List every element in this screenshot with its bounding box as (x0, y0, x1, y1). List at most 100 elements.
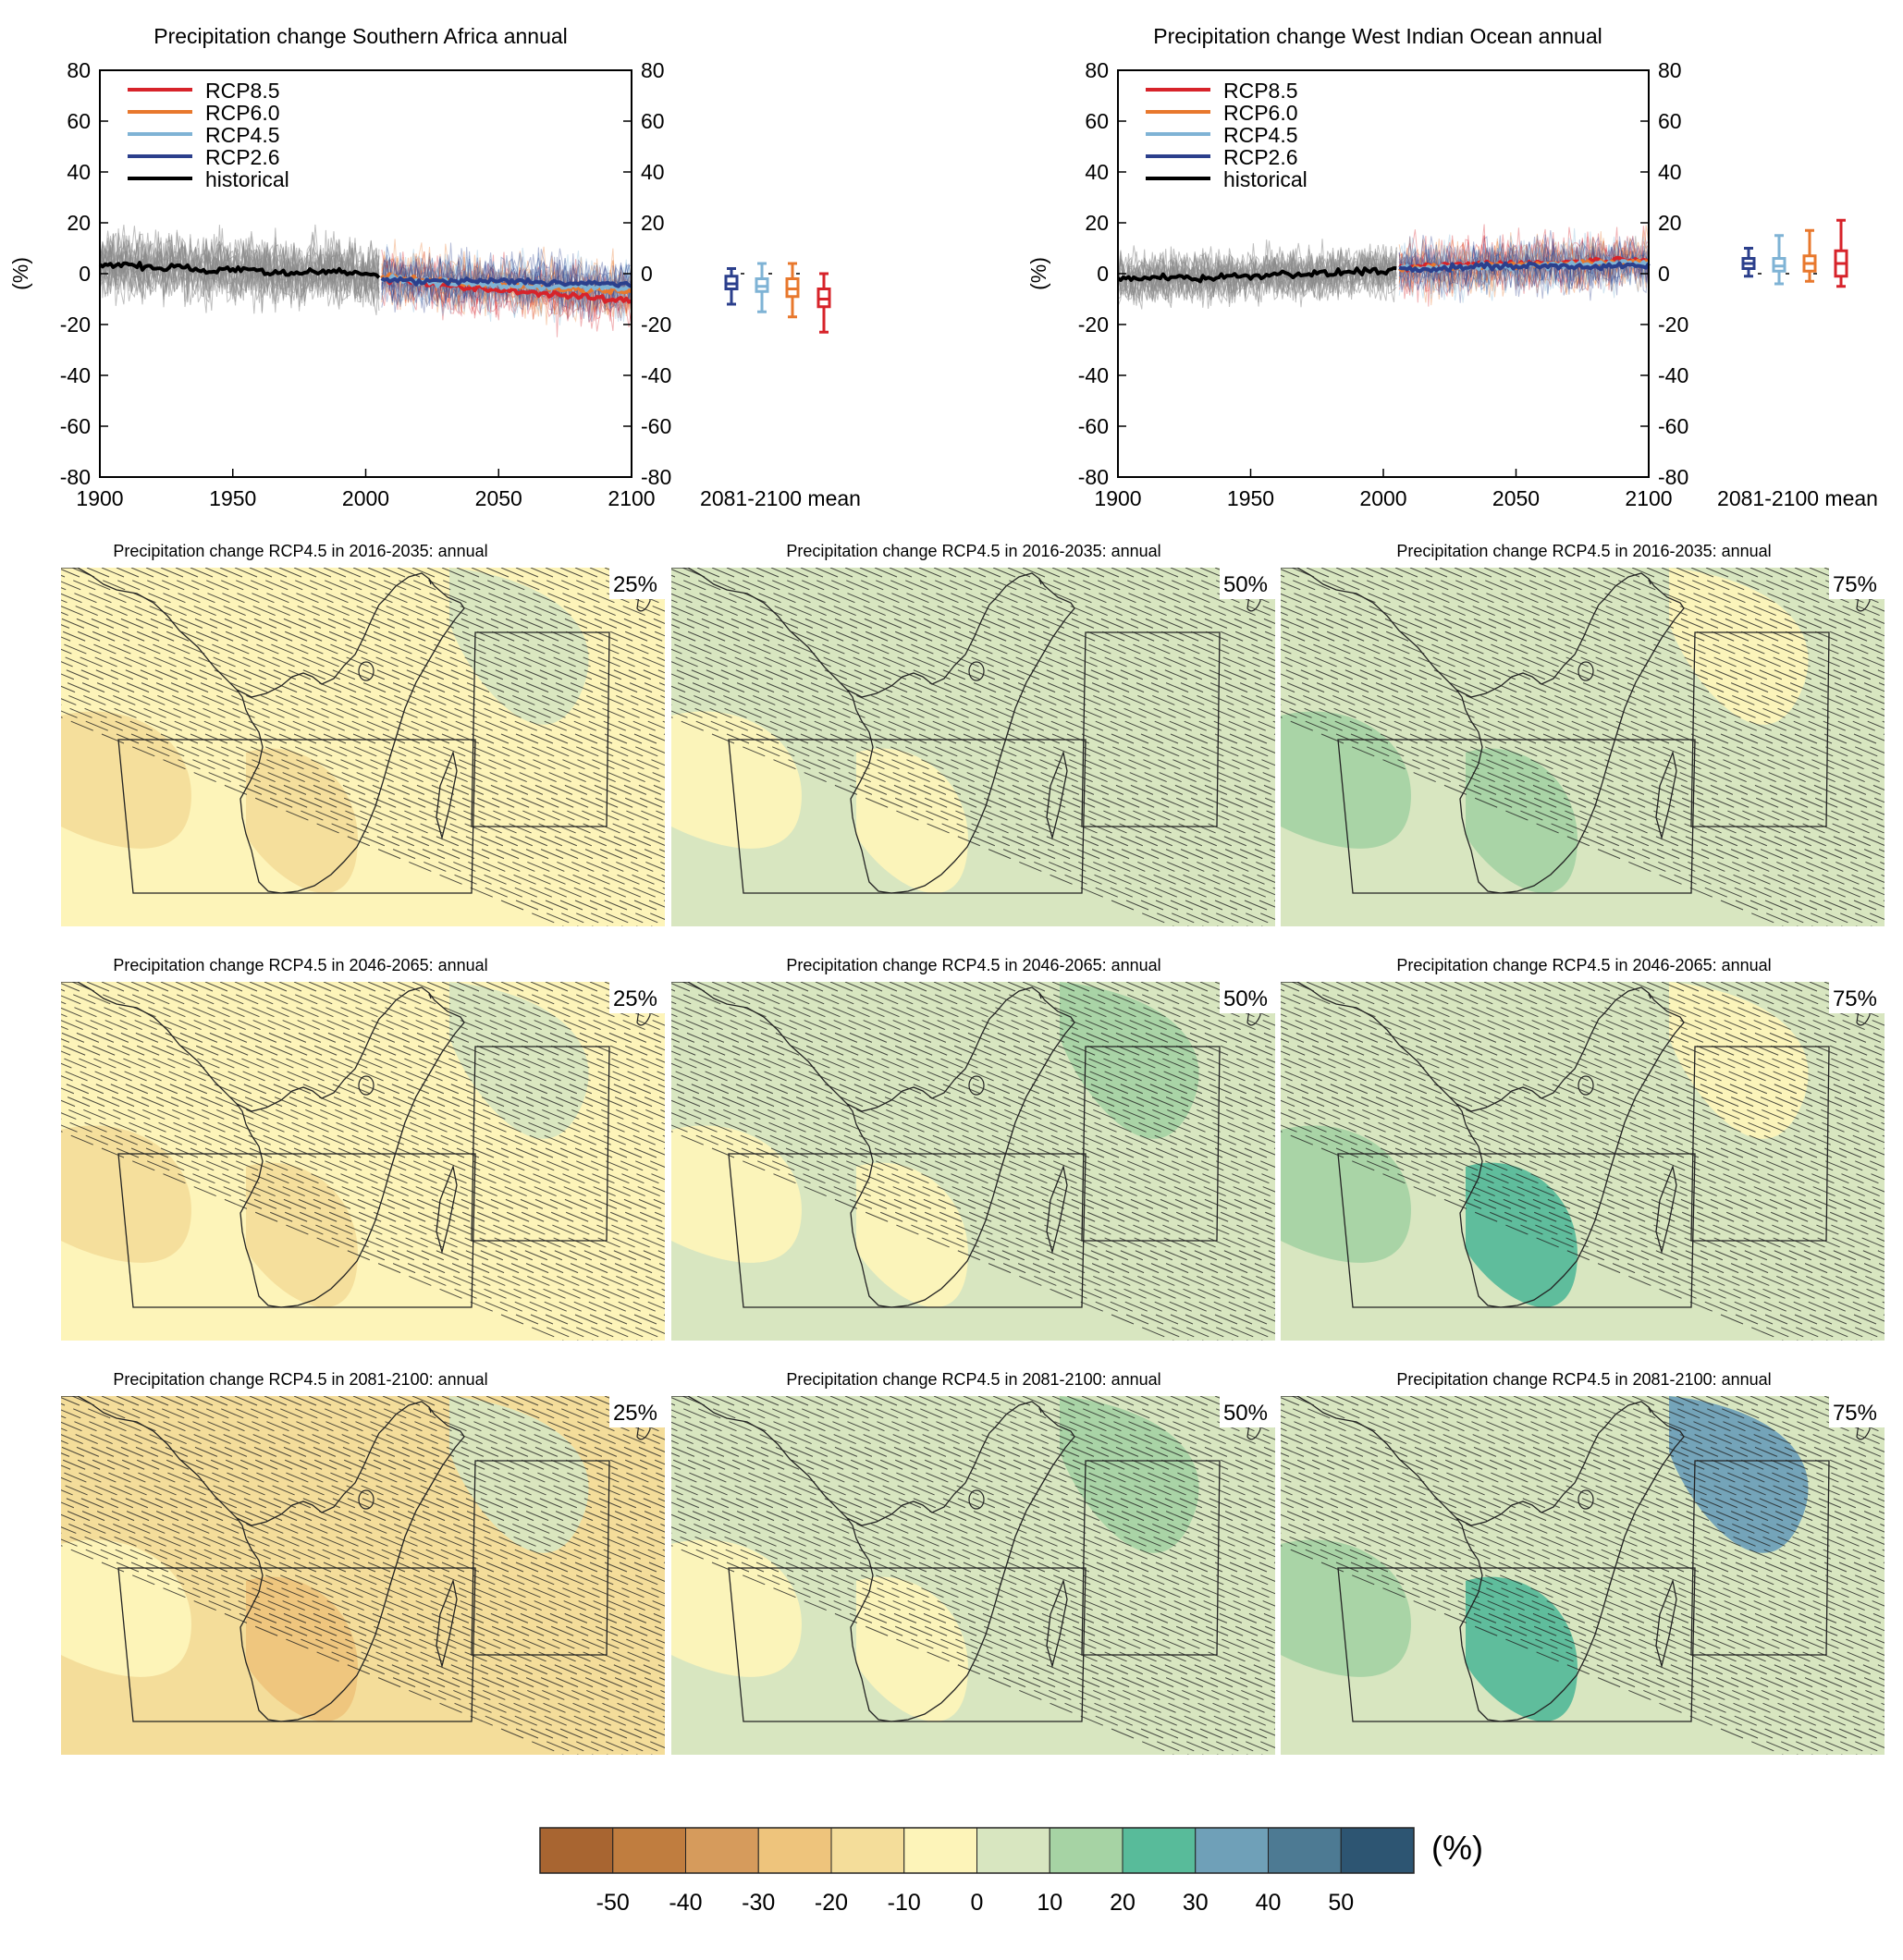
map-title: Precipitation change RCP4.5 in 2046-2065… (113, 956, 487, 974)
y-tick-label: 20 (1085, 211, 1109, 235)
map-title: Precipitation change RCP4.5 in 2016-2035… (113, 542, 487, 560)
legend-label: RCP8.5 (205, 79, 280, 103)
west-indian-ocean-region-box (1690, 1460, 1830, 1656)
anomaly-patch (856, 748, 968, 894)
rcp45-member-line (381, 250, 632, 323)
map-row-2046-2065: Precipitation change RCP4.5 in 2046-2065… (61, 956, 1885, 1341)
percentile-label-box (1829, 982, 1885, 1013)
y-tick-label: -20 (1078, 312, 1109, 337)
chart-title: Precipitation change Southern Africa ann… (153, 24, 568, 48)
historical-member-line (1118, 243, 1397, 301)
lake-outline (968, 661, 985, 681)
colorbar-tick-label: 20 (1110, 1890, 1136, 1916)
y-tick-label: 0 (79, 262, 91, 286)
summary-label: 2081-2100 mean (1717, 486, 1878, 510)
rcp26-member-line (1398, 236, 1649, 300)
y-tick-label: -80 (1658, 465, 1688, 489)
boxplot-rcp60 (1802, 228, 1817, 283)
y-tick-label: 0 (1097, 262, 1109, 286)
y-axis-label: (%) (1026, 257, 1050, 290)
percentile-label: 75% (1833, 1401, 1877, 1426)
map-title: Precipitation change RCP4.5 in 2046-2065… (786, 956, 1160, 974)
madagascar-outline (1046, 1164, 1068, 1255)
colorbar-unit: (%) (1431, 1829, 1483, 1867)
rcp85-member-line (381, 259, 632, 329)
colorbar-tick-label: 10 (1037, 1890, 1062, 1916)
historical-member-line (100, 242, 380, 315)
boxplot-rcp85 (1834, 218, 1848, 288)
x-tick-label: 1950 (209, 486, 256, 510)
x-tick-label: 2000 (342, 486, 389, 510)
madagascar-outline (436, 750, 458, 840)
anomaly-patch (246, 1576, 358, 1722)
rcp26-member-line (381, 249, 632, 313)
percentile-label: 50% (1223, 572, 1268, 597)
coastline (671, 982, 1075, 1308)
west-indian-ocean-region-box (1690, 631, 1830, 827)
coastline (61, 1396, 465, 1722)
timeseries-chart-southern-africa: Precipitation change Southern Africa ann… (8, 24, 861, 510)
significance-hatching (61, 568, 665, 926)
west-indian-ocean-region-box (471, 1046, 610, 1242)
map-title: Precipitation change RCP4.5 in 2081-2100… (1396, 1370, 1771, 1389)
map-panel (1281, 1396, 1885, 1755)
lake-outline (968, 1489, 985, 1510)
boxplot-rcp60 (785, 262, 800, 319)
southern-africa-region-box (117, 739, 476, 894)
coastline (61, 568, 465, 894)
map-panel (1281, 568, 1885, 926)
y-tick-label: -80 (641, 465, 671, 489)
colorbar-cell (757, 1827, 832, 1874)
legend-label: RCP6.0 (205, 101, 280, 125)
rcp60-member-line (1399, 225, 1649, 298)
anomaly-patch (1060, 982, 1199, 1139)
anomaly-patch (1281, 1539, 1411, 1677)
lake-outline (1578, 1075, 1594, 1096)
rcp85-member-line (381, 251, 632, 324)
significance-hatching (61, 982, 665, 1341)
anomaly-patch (449, 568, 589, 725)
west-indian-ocean-region-box (1081, 1046, 1221, 1242)
coastline (1281, 1396, 1685, 1722)
legend-label: historical (1223, 167, 1308, 191)
percentile-label-box (609, 982, 665, 1013)
map-title: Precipitation change RCP4.5 in 2016-2035… (1396, 542, 1771, 560)
rcp45-member-line (1398, 243, 1649, 294)
significance-hatching (1281, 982, 1885, 1341)
west-indian-ocean-region-box (1690, 1046, 1830, 1242)
colorbar-tick-label: 30 (1183, 1890, 1209, 1916)
y-tick-label: 40 (67, 160, 91, 184)
southern-africa-region-box (117, 1567, 476, 1722)
y-tick-label: 20 (641, 211, 665, 235)
anomaly-patch (1466, 748, 1578, 894)
map-title: Precipitation change RCP4.5 in 2081-2100… (113, 1370, 487, 1389)
x-tick-label: 1950 (1227, 486, 1274, 510)
y-tick-label: 60 (1085, 109, 1109, 133)
legend-label: RCP6.0 (1223, 101, 1298, 125)
map-row-2081-2100: Precipitation change RCP4.5 in 2081-2100… (61, 1370, 1885, 1755)
map-row-2016-2035: Precipitation change RCP4.5 in 2016-2035… (61, 542, 1885, 926)
lake-outline (358, 661, 374, 681)
colorbar-cell (1049, 1827, 1123, 1874)
y-tick-label: -60 (60, 414, 91, 438)
legend-label: RCP4.5 (1223, 123, 1298, 147)
anomaly-patch (1466, 1576, 1578, 1722)
rcp45-member-line (1398, 227, 1649, 303)
rcp60-member-line (1398, 233, 1649, 306)
rcp45-member-line (1398, 235, 1649, 301)
rcp85-member-line (381, 260, 632, 331)
map-panel (671, 568, 1275, 926)
y-tick-label: 80 (641, 58, 665, 82)
boxplot-rcp45 (1772, 234, 1786, 286)
boxplot-rcp26 (724, 267, 739, 306)
colorbar-tick-label: -50 (596, 1890, 630, 1916)
madagascar-outline (436, 1164, 458, 1255)
y-tick-label: 60 (1658, 109, 1682, 133)
map-panel (61, 568, 665, 926)
y-tick-label: 20 (67, 211, 91, 235)
lake-outline (968, 1075, 985, 1096)
southern-africa-region-box (1337, 1153, 1696, 1308)
anomaly-patch (1281, 711, 1411, 849)
percentile-label: 75% (1833, 986, 1877, 1011)
